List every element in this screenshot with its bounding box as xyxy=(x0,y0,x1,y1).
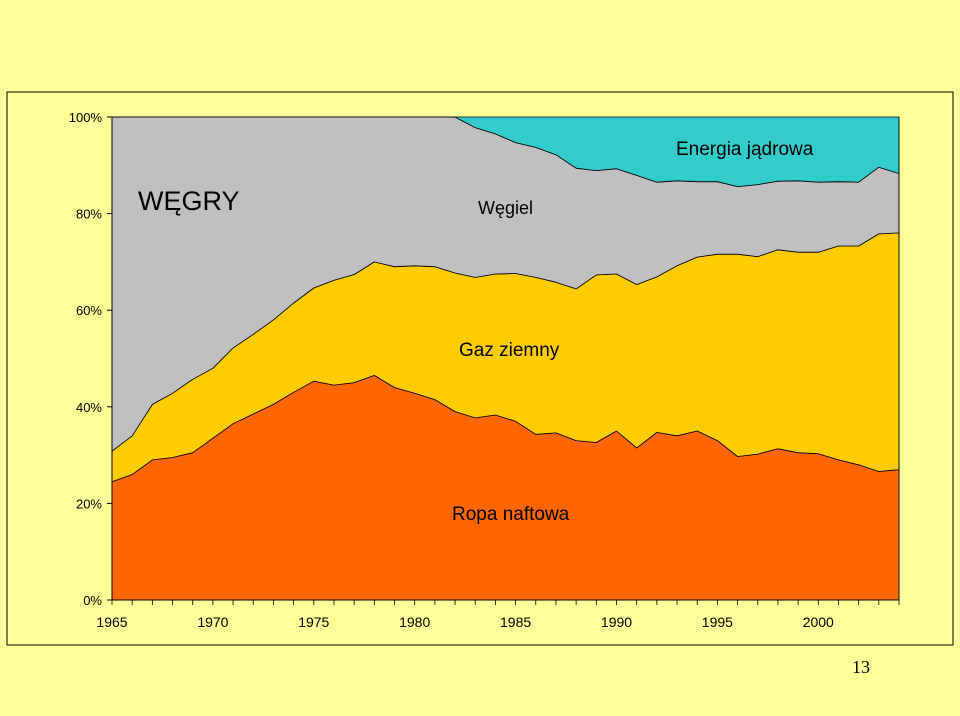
label-ropa-naftowa: Ropa naftowa xyxy=(452,504,570,525)
label-gaz-ziemny: Gaz ziemny xyxy=(459,340,560,361)
x-tick-label: 1980 xyxy=(399,614,430,630)
label-energia-jadrowa: Energia jądrowa xyxy=(676,139,814,160)
y-tick-label: 100% xyxy=(69,110,103,125)
x-tick-label: 1965 xyxy=(96,614,127,630)
x-tick-label: 2000 xyxy=(803,614,834,630)
page-number: 13 xyxy=(852,657,870,677)
y-tick-label: 20% xyxy=(76,496,102,511)
label-wegiel: Węgiel xyxy=(478,198,533,218)
x-tick-label: 1970 xyxy=(197,614,228,630)
chart-title: WĘGRY xyxy=(138,186,240,216)
x-axis-ticks: 1965 1970 1975 1980 1985 1990 1995 2000 xyxy=(96,600,900,630)
y-tick-label: 0% xyxy=(83,593,102,608)
annotations: WĘGRY Energia jądrowa Węgiel Gaz ziemny … xyxy=(138,139,814,525)
y-tick-label: 80% xyxy=(76,207,102,222)
y-axis-ticks: 0% 20% 40% 60% 80% 100% xyxy=(69,110,112,608)
y-tick-label: 40% xyxy=(76,400,102,415)
x-tick-label: 1985 xyxy=(500,614,531,630)
x-tick-label: 1990 xyxy=(601,614,632,630)
area-layers xyxy=(111,116,900,601)
x-tick-label: 1995 xyxy=(702,614,733,630)
y-tick-label: 60% xyxy=(76,303,102,318)
x-tick-label: 1975 xyxy=(298,614,329,630)
axes xyxy=(111,117,900,601)
